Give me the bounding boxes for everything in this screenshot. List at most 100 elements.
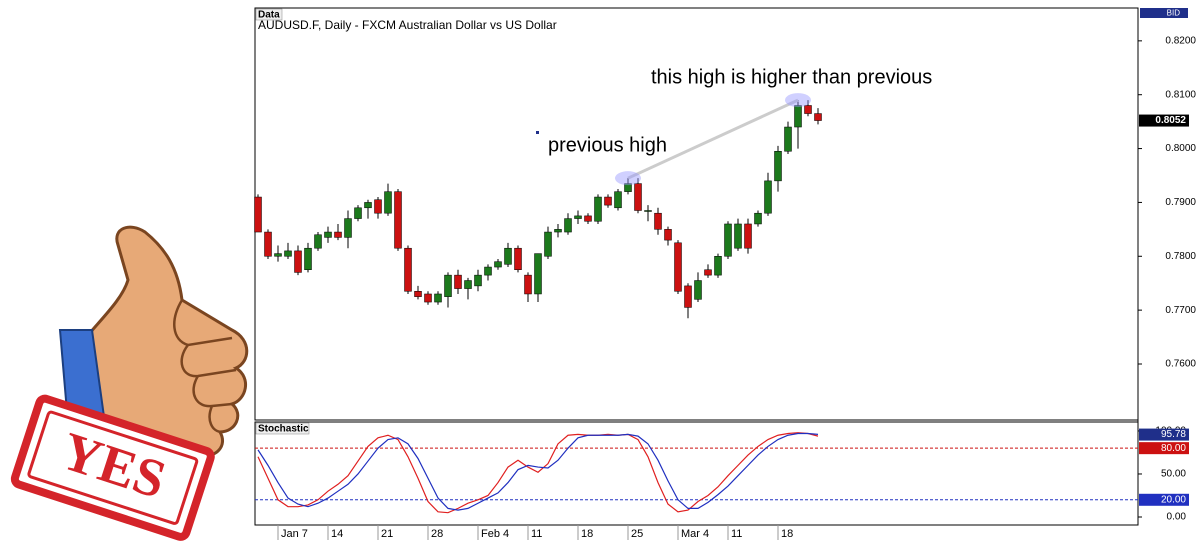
current-price-box xyxy=(1139,114,1189,127)
candle-body xyxy=(774,151,782,182)
panel-label: Data xyxy=(258,10,280,21)
x-tick-label: 18 xyxy=(581,528,593,540)
x-tick-label: 28 xyxy=(431,528,443,540)
price-panel xyxy=(254,7,1139,421)
y-tick-label: 50.00 xyxy=(1161,469,1186,480)
candle-body xyxy=(704,269,712,276)
high-marker xyxy=(615,171,641,186)
candle-body xyxy=(424,293,432,303)
x-tick-label: Jan 7 xyxy=(281,528,308,540)
candle-body xyxy=(524,274,532,295)
x-tick-label: 11 xyxy=(731,528,742,540)
candle-body xyxy=(614,191,622,209)
candle-body xyxy=(334,231,342,238)
candle-body xyxy=(384,191,392,214)
x-tick-label: 21 xyxy=(381,528,393,540)
candle-body xyxy=(794,105,802,128)
annotation: this high is higher than previous xyxy=(651,66,932,88)
y-tick-label: 0.8200 xyxy=(1165,35,1196,46)
candle-body xyxy=(634,183,642,211)
candle-body xyxy=(374,199,382,214)
y-tick-label: 0.8100 xyxy=(1165,89,1196,100)
candle-body xyxy=(274,253,282,257)
candle-body xyxy=(324,231,332,238)
candle-body xyxy=(754,212,762,225)
candle-body xyxy=(294,250,302,273)
candle-body xyxy=(504,247,512,265)
candle-body xyxy=(764,180,772,214)
candle-body xyxy=(734,223,742,249)
candle-body xyxy=(744,223,752,249)
candle-body xyxy=(724,223,732,257)
x-tick-label: 14 xyxy=(331,528,343,540)
y-tick-label: 0.7600 xyxy=(1165,359,1196,370)
candle-body xyxy=(434,293,442,303)
candle-body xyxy=(304,247,312,270)
current-value-box xyxy=(1139,428,1189,441)
panel-label: Stochastic xyxy=(258,424,309,435)
candle-body xyxy=(284,250,292,257)
annotation: previous high xyxy=(548,134,667,156)
level-box xyxy=(1139,493,1189,506)
candle-body xyxy=(404,247,412,292)
level-box xyxy=(1139,442,1189,455)
stoch-line xyxy=(257,432,819,511)
x-tick-label: Mar 4 xyxy=(681,528,709,540)
annotation-line xyxy=(627,98,799,180)
x-tick-label: 18 xyxy=(781,528,793,540)
candle-body xyxy=(314,234,322,249)
candle-body xyxy=(604,196,612,206)
stochastic-panel xyxy=(254,421,1139,526)
chart-title: AUDUSD.F, Daily - FXCM Australian Dollar… xyxy=(258,18,557,32)
y-tick-label: 0.7700 xyxy=(1165,305,1196,316)
candle-body xyxy=(444,274,452,297)
stamp: YES xyxy=(10,394,215,541)
candle-body xyxy=(394,191,402,249)
y-tick-label: 0.7800 xyxy=(1165,251,1196,262)
candle-body xyxy=(474,274,482,287)
current-price: 0.8052 xyxy=(1155,115,1186,126)
x-tick-label: 25 xyxy=(631,528,643,540)
candle-body xyxy=(664,229,672,241)
candle-body xyxy=(684,285,692,308)
candle-body xyxy=(464,280,472,289)
x-tick-label: 11 xyxy=(531,528,542,540)
high-marker xyxy=(785,93,811,108)
candle-body xyxy=(654,212,662,230)
y-tick-label: 0.7900 xyxy=(1165,197,1196,208)
candle-body xyxy=(534,253,542,295)
candle-body xyxy=(264,231,272,257)
candle-body xyxy=(454,274,462,289)
dot xyxy=(536,131,539,134)
candle-body xyxy=(344,218,352,238)
candle-body xyxy=(554,229,562,233)
x-tick-label: Feb 4 xyxy=(481,528,509,540)
candle-body xyxy=(814,113,822,121)
candle-body xyxy=(674,242,682,292)
candle-body xyxy=(584,215,592,222)
candle-body xyxy=(574,215,582,219)
panel-label-box xyxy=(255,8,283,21)
candle-body xyxy=(484,266,492,276)
candle-body xyxy=(594,196,602,222)
y-tick-label: 0.8000 xyxy=(1165,143,1196,154)
level-label: 80.00 xyxy=(1161,443,1186,454)
current-value: 95.78 xyxy=(1161,429,1186,440)
candle-body xyxy=(364,202,372,209)
stoch-line xyxy=(257,432,819,514)
candle-body xyxy=(354,207,362,219)
candle-body xyxy=(254,196,262,233)
candle-body xyxy=(414,291,422,297)
candle-body xyxy=(644,210,652,212)
candle-body xyxy=(784,126,792,152)
candle-body xyxy=(714,256,722,276)
candle-body xyxy=(624,183,632,192)
candle-body xyxy=(514,247,522,270)
panel-label-box xyxy=(255,422,310,435)
candle-body xyxy=(804,105,812,114)
level-label: 20.00 xyxy=(1161,494,1186,505)
candle-body xyxy=(694,280,702,300)
bid-label: BID xyxy=(1167,9,1181,18)
candle-body xyxy=(544,231,552,257)
